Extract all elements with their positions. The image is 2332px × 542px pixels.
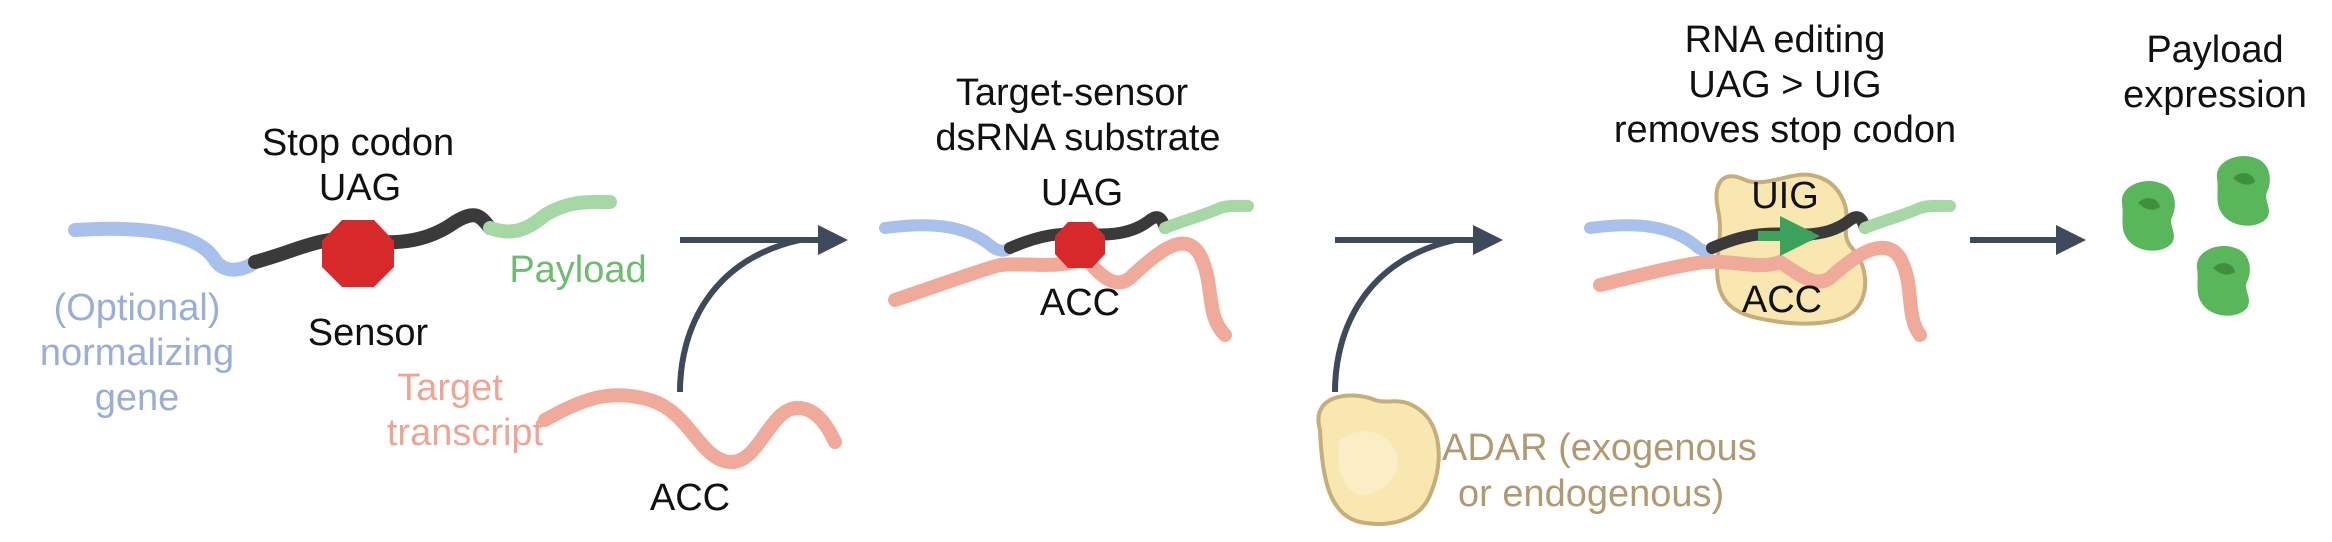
panel-3-rna-editing: RNA editing UAG > UIG removes stop codon… bbox=[1584, 19, 1956, 342]
payload-protein-icon-1 bbox=[2121, 181, 2175, 251]
panel-3-title-line-1: RNA editing bbox=[1685, 19, 1886, 61]
panel-2-target-strand bbox=[888, 236, 1232, 342]
arrow-1-curve bbox=[677, 237, 801, 393]
normalizing-gene-label-line-1: (Optional) bbox=[54, 287, 221, 329]
payload-strand bbox=[483, 194, 617, 239]
panel-4-payload-expression: Payload expression bbox=[2121, 29, 2307, 316]
sensor-label: Sensor bbox=[308, 312, 429, 354]
panel-2-codon-uag: UAG bbox=[1041, 172, 1123, 214]
panel-2-sensor-strand bbox=[1004, 211, 1171, 254]
panel-2-codon-acc: ACC bbox=[1040, 282, 1120, 324]
sensor-strand bbox=[248, 208, 497, 269]
panel-1-construct: Stop codon UAG Sensor Payload (Optional)… bbox=[40, 122, 842, 519]
panel-4-title-line-2: expression bbox=[2123, 74, 2307, 116]
payload-protein-icon-3 bbox=[2196, 246, 2250, 316]
panel-2-dsrna-substrate: Target-sensor dsRNA substrate UAG ACC bbox=[879, 72, 1254, 342]
panel-3-normalizing-strand bbox=[1584, 219, 1718, 257]
arrow-1 bbox=[677, 225, 848, 393]
panel-2-stop-sign-icon bbox=[1055, 222, 1105, 268]
adar-label-line-1: ADAR (exogenous bbox=[1442, 427, 1757, 469]
adar-enzyme: ADAR (exogenous or endogenous) bbox=[1316, 393, 1757, 526]
normalizing-gene-label-line-3: gene bbox=[95, 377, 180, 419]
panel-3-target-strand bbox=[1593, 240, 1927, 342]
panel-2-normalizing-strand bbox=[879, 219, 1016, 257]
target-transcript-label-line-2: transcript bbox=[387, 412, 544, 454]
arrow-2-curve bbox=[1332, 237, 1456, 393]
adar-label-line-2: or endogenous) bbox=[1458, 473, 1724, 515]
panel-3-title-line-2: UAG > UIG bbox=[1688, 64, 1881, 106]
panel-2-payload-strand bbox=[1159, 199, 1254, 234]
target-codon-label: ACC bbox=[650, 477, 730, 519]
payload-label: Payload bbox=[509, 249, 646, 291]
stop-codon-uag: UAG bbox=[319, 167, 401, 209]
payload-protein-icon-2 bbox=[2216, 156, 2270, 226]
adar-blob-shading bbox=[1338, 431, 1398, 495]
target-transcript-strand bbox=[538, 388, 842, 469]
panel-3-codon-acc: ACC bbox=[1742, 279, 1822, 321]
panel-3-title-line-3: removes stop codon bbox=[1614, 109, 1956, 151]
panel-3-codon-uig: UIG bbox=[1751, 175, 1819, 217]
panel-4-title-line-1: Payload bbox=[2146, 29, 2283, 71]
normalizing-gene-strand bbox=[68, 221, 262, 277]
stop-sign-icon bbox=[322, 220, 394, 287]
stop-codon-title: Stop codon bbox=[262, 122, 454, 164]
normalizing-gene-label-line-2: normalizing bbox=[40, 332, 234, 374]
target-transcript-label-line-1: Target bbox=[397, 367, 503, 409]
panel-3-payload-strand bbox=[1859, 199, 1956, 234]
arrow-2 bbox=[1332, 225, 1503, 393]
panel-2-title-line-1: Target-sensor bbox=[956, 72, 1189, 114]
panel-2-title-line-2: dsRNA substrate bbox=[935, 117, 1220, 159]
